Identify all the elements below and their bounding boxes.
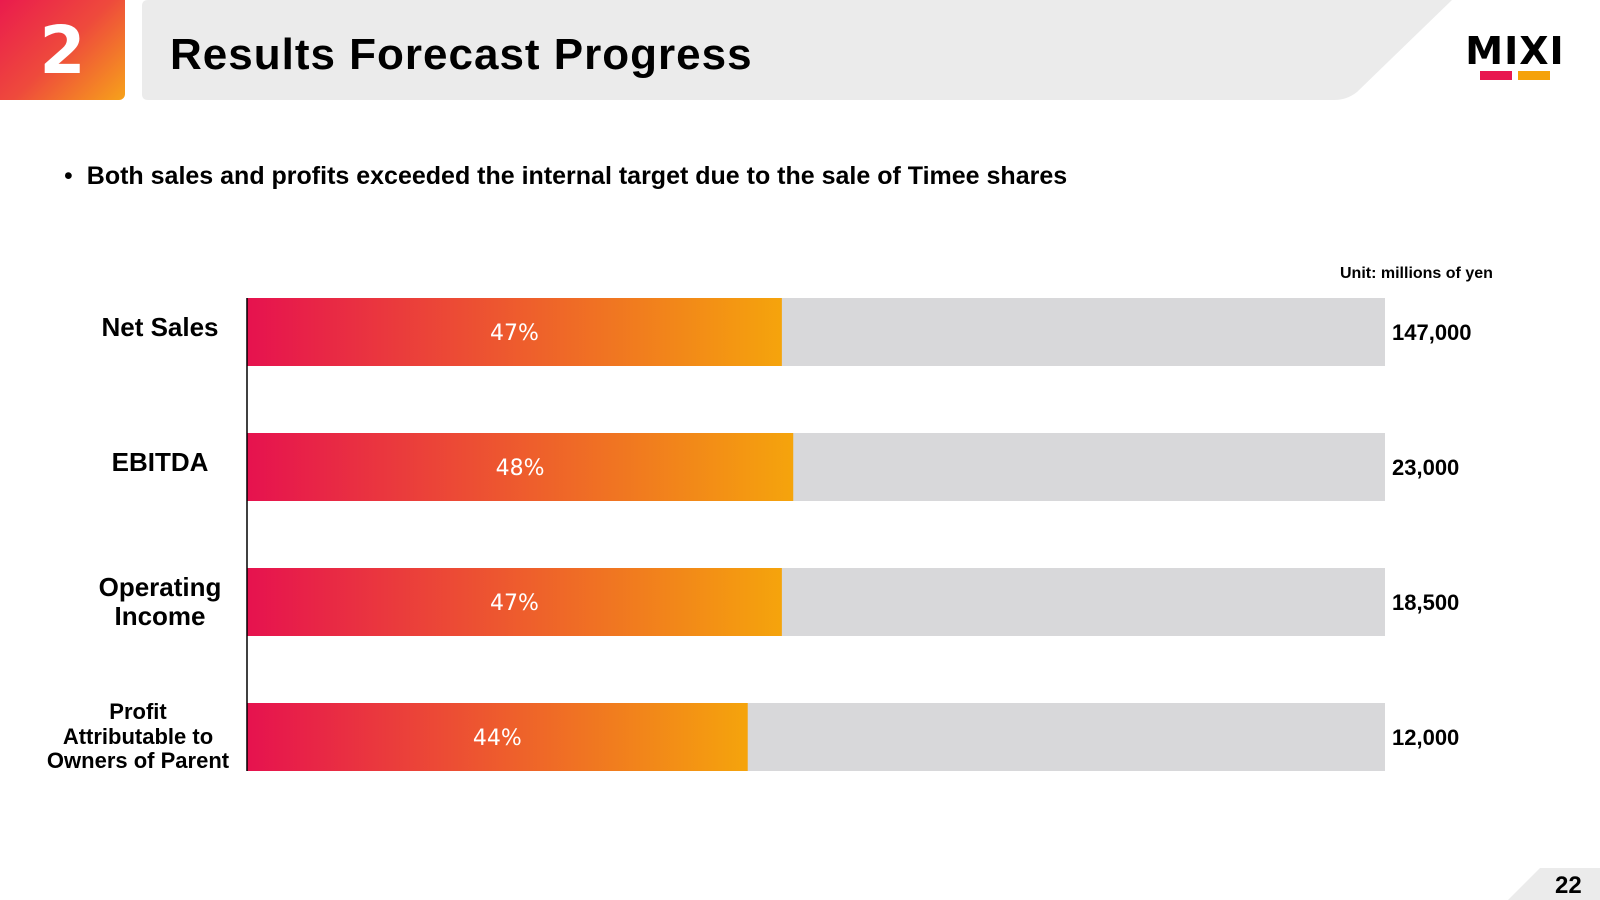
page-number: 22 <box>1555 872 1582 899</box>
mixi-logo: MIXI <box>1465 29 1564 80</box>
category-label-1: EBITDA <box>60 448 260 477</box>
section-badge <box>0 0 125 100</box>
summary-bullet: • Both sales and profits exceeded the int… <box>64 162 1067 191</box>
target-value-label-1: 23,000 <box>1392 455 1459 480</box>
bar-percent-label-2: 47% <box>490 591 539 616</box>
target-value-label-0: 147,000 <box>1392 320 1472 345</box>
category-label-line: Attributable to <box>62 723 214 749</box>
category-label-3: Profit Attributable to Owners of Parent <box>36 699 240 774</box>
bar-progress-0 <box>247 298 782 366</box>
category-label-line: Income <box>114 600 206 631</box>
category-label-line: EBITDA <box>111 447 209 478</box>
category-label-line: Operating <box>98 571 222 602</box>
section-number: 2 <box>39 11 86 89</box>
bar-percent-label-3: 44% <box>473 726 522 751</box>
category-label-2: Operating Income <box>60 571 260 631</box>
target-value-label-3: 12,000 <box>1392 725 1459 750</box>
category-label-line: Profit <box>109 699 167 725</box>
target-value-label-2: 18,500 <box>1392 590 1459 615</box>
header-band <box>142 0 1452 100</box>
bullet-dot: • <box>64 162 73 190</box>
bar-percent-label-1: 48% <box>496 456 545 481</box>
logo-bar-right <box>1518 71 1550 80</box>
category-label-line: Owners of Parent <box>46 748 230 774</box>
bar-percent-label-0: 47% <box>490 321 539 346</box>
page-corner <box>1508 868 1600 900</box>
logo-text: MIXI <box>1465 29 1564 73</box>
summary-text: Both sales and profits exceeded the inte… <box>86 162 1068 190</box>
category-label-0: Net Sales <box>60 313 260 342</box>
category-label-line: Net Sales <box>101 312 219 343</box>
unit-note: Unit: millions of yen <box>1340 265 1493 282</box>
page-title: Results Forecast Progress <box>170 30 753 79</box>
logo-bar-left <box>1480 71 1512 80</box>
bar-progress-1 <box>247 433 794 501</box>
bar-progress-3 <box>247 703 748 771</box>
bar-progress-2 <box>247 568 782 636</box>
